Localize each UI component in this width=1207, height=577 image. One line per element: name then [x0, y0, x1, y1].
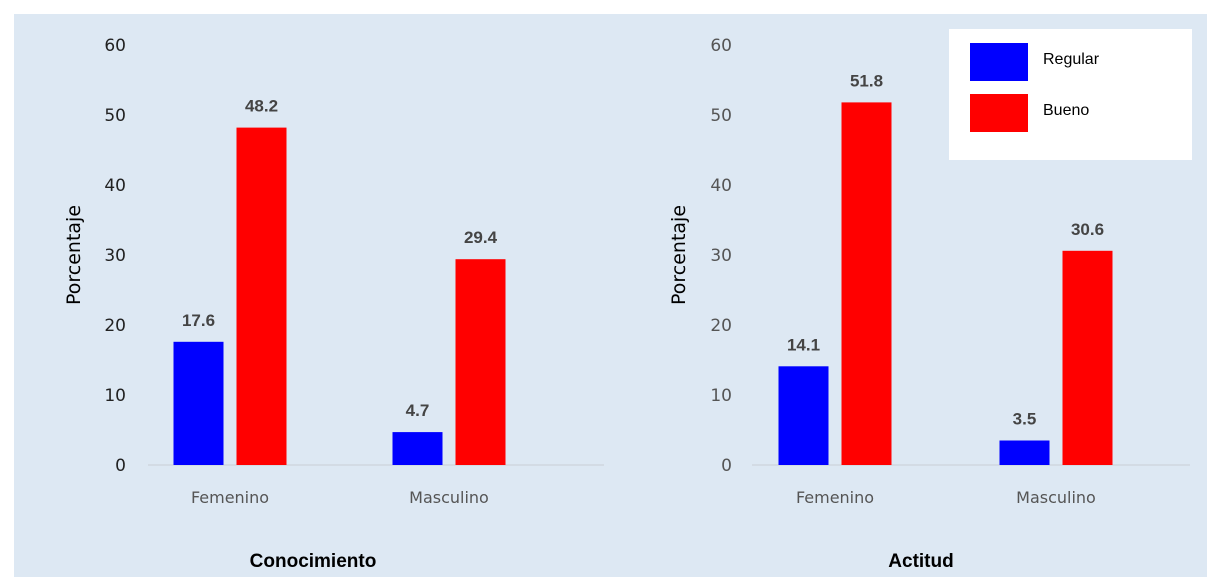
actitud-chart-title: Actitud [888, 551, 953, 572]
charts-canvas: 0 10 20 30 40 50 60 Porcentaje 17.6 48.2 Femenino 4… [63, 29, 1192, 572]
actitud-y-tick-label: 10 [710, 386, 732, 406]
actitud-category-label: Femenino [796, 488, 874, 507]
actitud-y-tick-label: 30 [710, 246, 732, 266]
actitud-bar-bueno-femenino [841, 102, 892, 466]
actitud-data-label: 3.5 [1013, 410, 1037, 429]
conocimiento-y-axis-label: Porcentaje [63, 205, 85, 305]
actitud-bar-bueno-masculino [1062, 250, 1113, 465]
actitud-bar-regular-masculino [999, 440, 1050, 465]
actitud-y-tick-label: 20 [710, 316, 732, 336]
actitud-category-label: Masculino [1016, 488, 1096, 507]
conocimiento-category-label: Femenino [191, 488, 269, 507]
actitud-data-label: 51.8 [850, 71, 883, 90]
conocimiento-chart-title: Conocimiento [250, 551, 377, 572]
actitud-y-tick-label: 0 [721, 456, 732, 476]
conocimiento-y-tick-label: 40 [104, 176, 126, 196]
conocimiento-y-tick-label: 30 [104, 246, 126, 266]
conocimiento-data-label: 29.4 [464, 228, 498, 247]
conocimiento-y-tick-label: 50 [104, 106, 126, 126]
conocimiento-data-label: 4.7 [406, 401, 430, 420]
conocimiento-bar-regular-masculino [392, 432, 443, 465]
conocimiento-category-label: Masculino [409, 488, 489, 507]
conocimiento-y-tick-label: 60 [104, 36, 126, 56]
legend-swatch-regular [970, 43, 1028, 81]
conocimiento-bar-bueno-femenino [236, 127, 287, 465]
actitud-data-label: 14.1 [787, 335, 820, 354]
actitud-y-tick-label: 50 [710, 106, 732, 126]
conocimiento-data-label: 17.6 [182, 311, 215, 330]
legend-label-bueno: Bueno [1043, 102, 1089, 119]
conocimiento-bar-regular-femenino [173, 341, 224, 465]
conocimiento-y-tick-label: 0 [115, 456, 126, 476]
conocimiento-y-tick-label: 10 [104, 386, 126, 406]
legend-label-regular: Regular [1043, 51, 1100, 68]
conocimiento-data-label: 48.2 [245, 97, 278, 116]
actitud-bar-regular-femenino [778, 366, 829, 465]
conocimiento-bar-bueno-masculino [455, 259, 506, 465]
figure: 0 10 20 30 40 50 60 Porcentaje 17.6 48.2 Femenino 4… [14, 14, 1207, 577]
actitud-y-tick-label: 60 [710, 36, 732, 56]
actitud-y-tick-label: 40 [710, 176, 732, 196]
actitud-y-axis-label: Porcentaje [668, 205, 690, 305]
legend-swatch-bueno [970, 94, 1028, 132]
actitud-data-label: 30.6 [1071, 220, 1104, 239]
conocimiento-y-tick-label: 20 [104, 316, 126, 336]
